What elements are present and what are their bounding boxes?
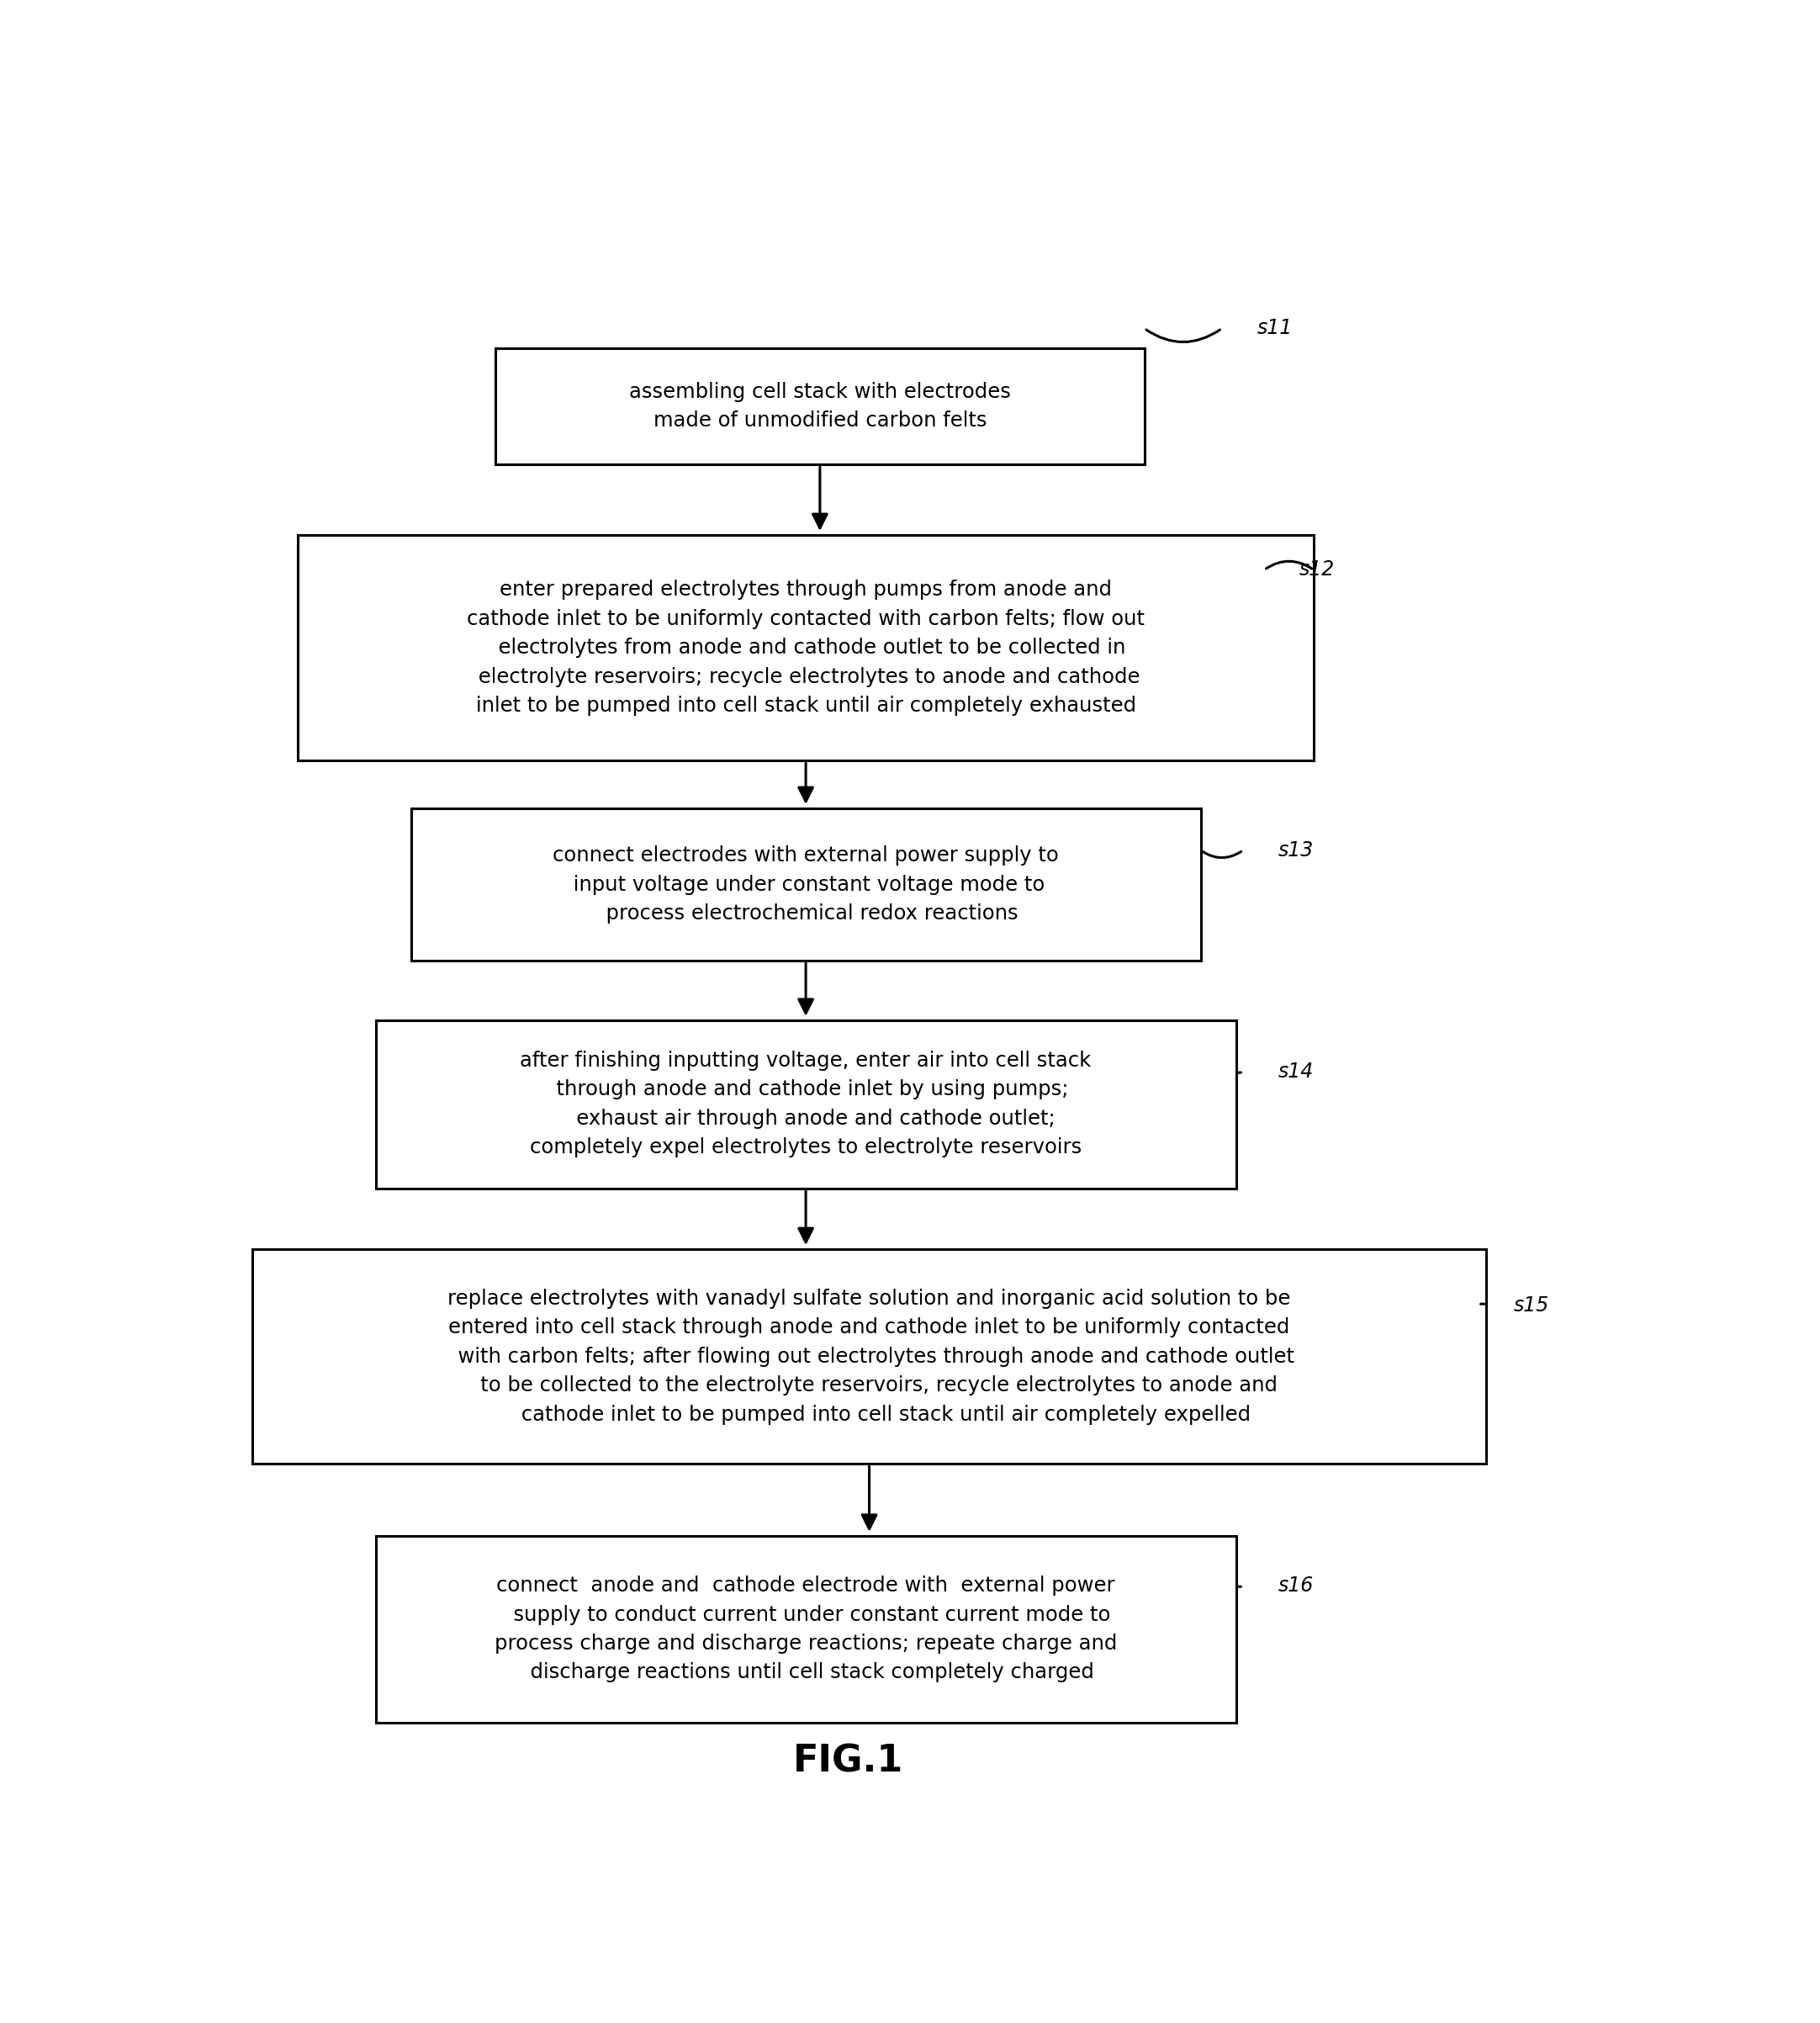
Text: FIG.1: FIG.1 [794, 1744, 903, 1780]
Text: s13: s13 [1278, 840, 1314, 860]
Text: replace electrolytes with vanadyl sulfate solution and inorganic acid solution t: replace electrolytes with vanadyl sulfat… [444, 1289, 1294, 1424]
Text: after finishing inputting voltage, enter air into cell stack
  through anode and: after finishing inputting voltage, enter… [521, 1050, 1092, 1157]
FancyBboxPatch shape [495, 348, 1145, 465]
FancyBboxPatch shape [411, 809, 1201, 961]
Text: s11: s11 [1258, 318, 1292, 338]
Text: s14: s14 [1278, 1062, 1314, 1082]
Text: connect  anode and  cathode electrode with  external power
  supply to conduct c: connect anode and cathode electrode with… [495, 1576, 1117, 1683]
FancyBboxPatch shape [298, 534, 1314, 761]
Text: s12: s12 [1299, 560, 1336, 581]
Text: s16: s16 [1278, 1576, 1314, 1596]
FancyBboxPatch shape [375, 1535, 1236, 1724]
Text: enter prepared electrolytes through pumps from anode and
cathode inlet to be uni: enter prepared electrolytes through pump… [468, 581, 1145, 716]
FancyBboxPatch shape [375, 1020, 1236, 1188]
Text: connect electrodes with external power supply to
 input voltage under constant v: connect electrodes with external power s… [553, 846, 1059, 925]
Text: assembling cell stack with electrodes
made of unmodified carbon felts: assembling cell stack with electrodes ma… [630, 382, 1010, 431]
FancyBboxPatch shape [253, 1248, 1487, 1465]
Text: s15: s15 [1514, 1295, 1549, 1315]
